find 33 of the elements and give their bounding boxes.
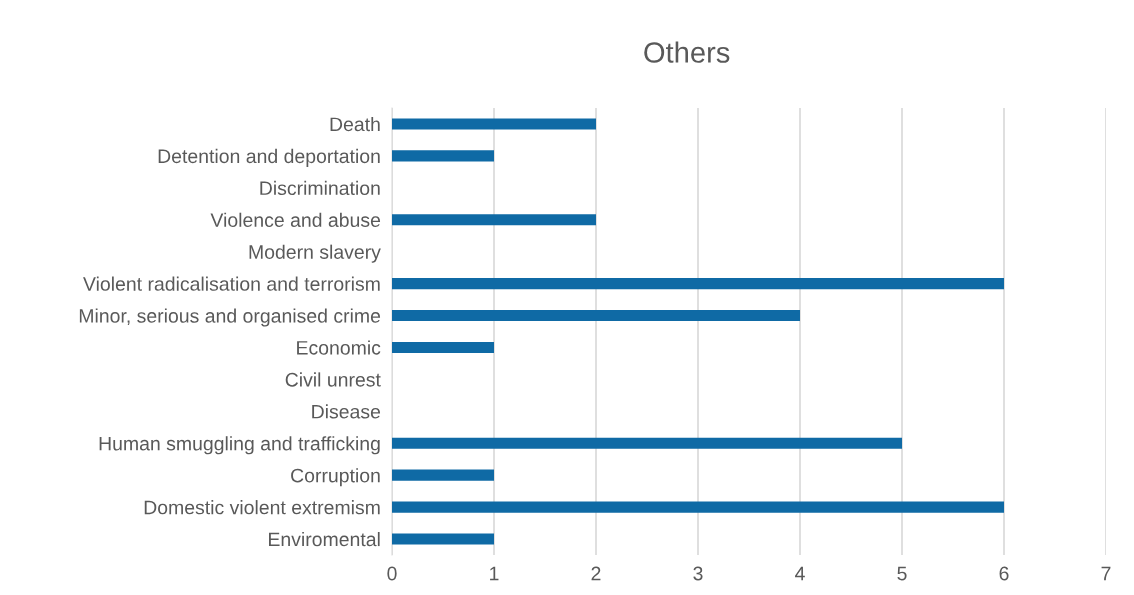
- bar: [392, 469, 494, 481]
- x-tick-label: 5: [897, 566, 907, 581]
- bar: [392, 278, 1004, 290]
- bar: [392, 150, 494, 162]
- y-tick-label: Disease: [312, 404, 381, 419]
- x-tick-label: 0: [387, 566, 397, 581]
- x-tick-label: 1: [490, 566, 499, 581]
- y-tick-label: Discrimination: [260, 180, 380, 196]
- y-tick-label: Corruption: [291, 468, 380, 487]
- bar: [392, 214, 596, 226]
- y-tick-label: Minor, serious and organised crime: [79, 308, 381, 327]
- y-tick-label: Economic: [297, 340, 381, 355]
- bar: [392, 341, 494, 354]
- bar: [392, 437, 902, 449]
- y-tick-label: Violence and abuse: [210, 212, 381, 227]
- y-tick-label: Civil unrest: [285, 372, 381, 387]
- x-tick-label: 4: [795, 566, 805, 581]
- x-tick-label: 6: [999, 566, 1009, 581]
- y-tick-label: Death: [330, 116, 380, 132]
- bar: [392, 533, 494, 545]
- y-tick-label: Modern slavery: [249, 244, 381, 263]
- chart-title: Others: [644, 41, 730, 63]
- bar: [392, 118, 596, 130]
- y-tick-label: Violent radicalisation and terrorism: [83, 276, 380, 291]
- y-tick-label: Enviromental: [269, 531, 380, 547]
- x-tick-label: 7: [1101, 566, 1111, 581]
- bar: [392, 309, 800, 322]
- x-tick-label: 2: [591, 566, 601, 581]
- y-tick-label: Domestic violent extremism: [144, 500, 380, 515]
- y-tick-label: Detention and deportation: [158, 148, 380, 167]
- x-tick-label: 3: [693, 566, 703, 581]
- y-tick-label: Human smuggling and trafficking: [99, 436, 380, 455]
- bar: [392, 501, 1004, 513]
